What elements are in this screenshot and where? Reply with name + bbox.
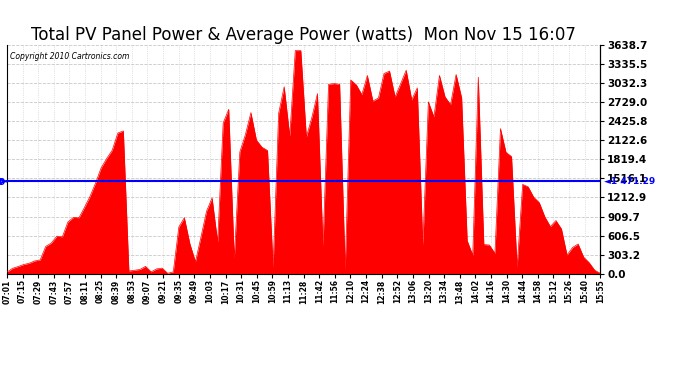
Text: Copyright 2010 Cartronics.com: Copyright 2010 Cartronics.com	[10, 52, 129, 61]
Text: Total PV Panel Power & Average Power (watts)  Mon Nov 15 16:07: Total PV Panel Power & Average Power (wa…	[31, 26, 576, 44]
Text: ◄1 471.29: ◄1 471.29	[604, 177, 656, 186]
